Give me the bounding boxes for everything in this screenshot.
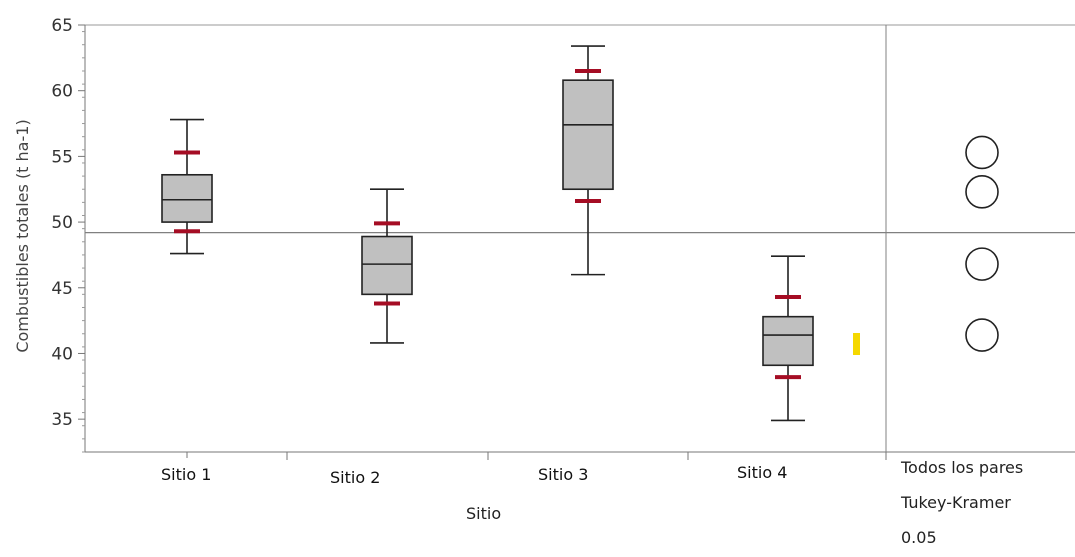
y-tick-label-50: 50	[51, 213, 73, 233]
y-tick-label-35: 35	[51, 410, 73, 430]
comparison-circles	[965, 135, 999, 352]
comparison-circle-1	[965, 135, 999, 170]
box-3	[562, 45, 614, 276]
comparison-circle-4	[965, 318, 999, 352]
box-2	[361, 188, 413, 344]
y-tick-label-55: 55	[51, 147, 73, 167]
box-iqr	[361, 235, 413, 296]
category-label-sitio-4: Sitio 4	[729, 456, 834, 492]
comparison-label-line-2: Tukey-Kramer	[901, 493, 1011, 512]
y-tick-label-40: 40	[51, 344, 73, 364]
category-label-sitio-1: Sitio 1	[153, 458, 258, 496]
comparison-circle-3	[965, 247, 999, 281]
box-iqr	[562, 79, 614, 191]
box-iqr	[762, 315, 814, 367]
category-label-sitio-3: Sitio 3	[530, 458, 635, 496]
plot-frame	[84, 24, 1075, 460]
boxes-layer	[161, 45, 860, 422]
category-label-sitio-2: Sitio 2	[322, 461, 427, 499]
box-1	[161, 118, 213, 255]
comparison-label-line-3: 0.05	[901, 528, 937, 547]
x-axis-label: Sitio	[466, 504, 502, 523]
box-iqr	[161, 173, 213, 223]
y-tick-label-45: 45	[51, 279, 73, 299]
y-axis-label: Combustibles totales (t ha-1)	[13, 119, 32, 352]
y-tick-label-60: 60	[51, 82, 73, 102]
y-tick-label-65: 65	[51, 16, 73, 36]
highlight-marker	[853, 333, 860, 355]
box-4	[762, 255, 814, 422]
comparison-circle-2	[965, 175, 999, 209]
y-axis: 35 40 45 50 55 60 65	[51, 16, 85, 453]
comparison-label-line-1: Todos los pares	[901, 458, 1024, 477]
